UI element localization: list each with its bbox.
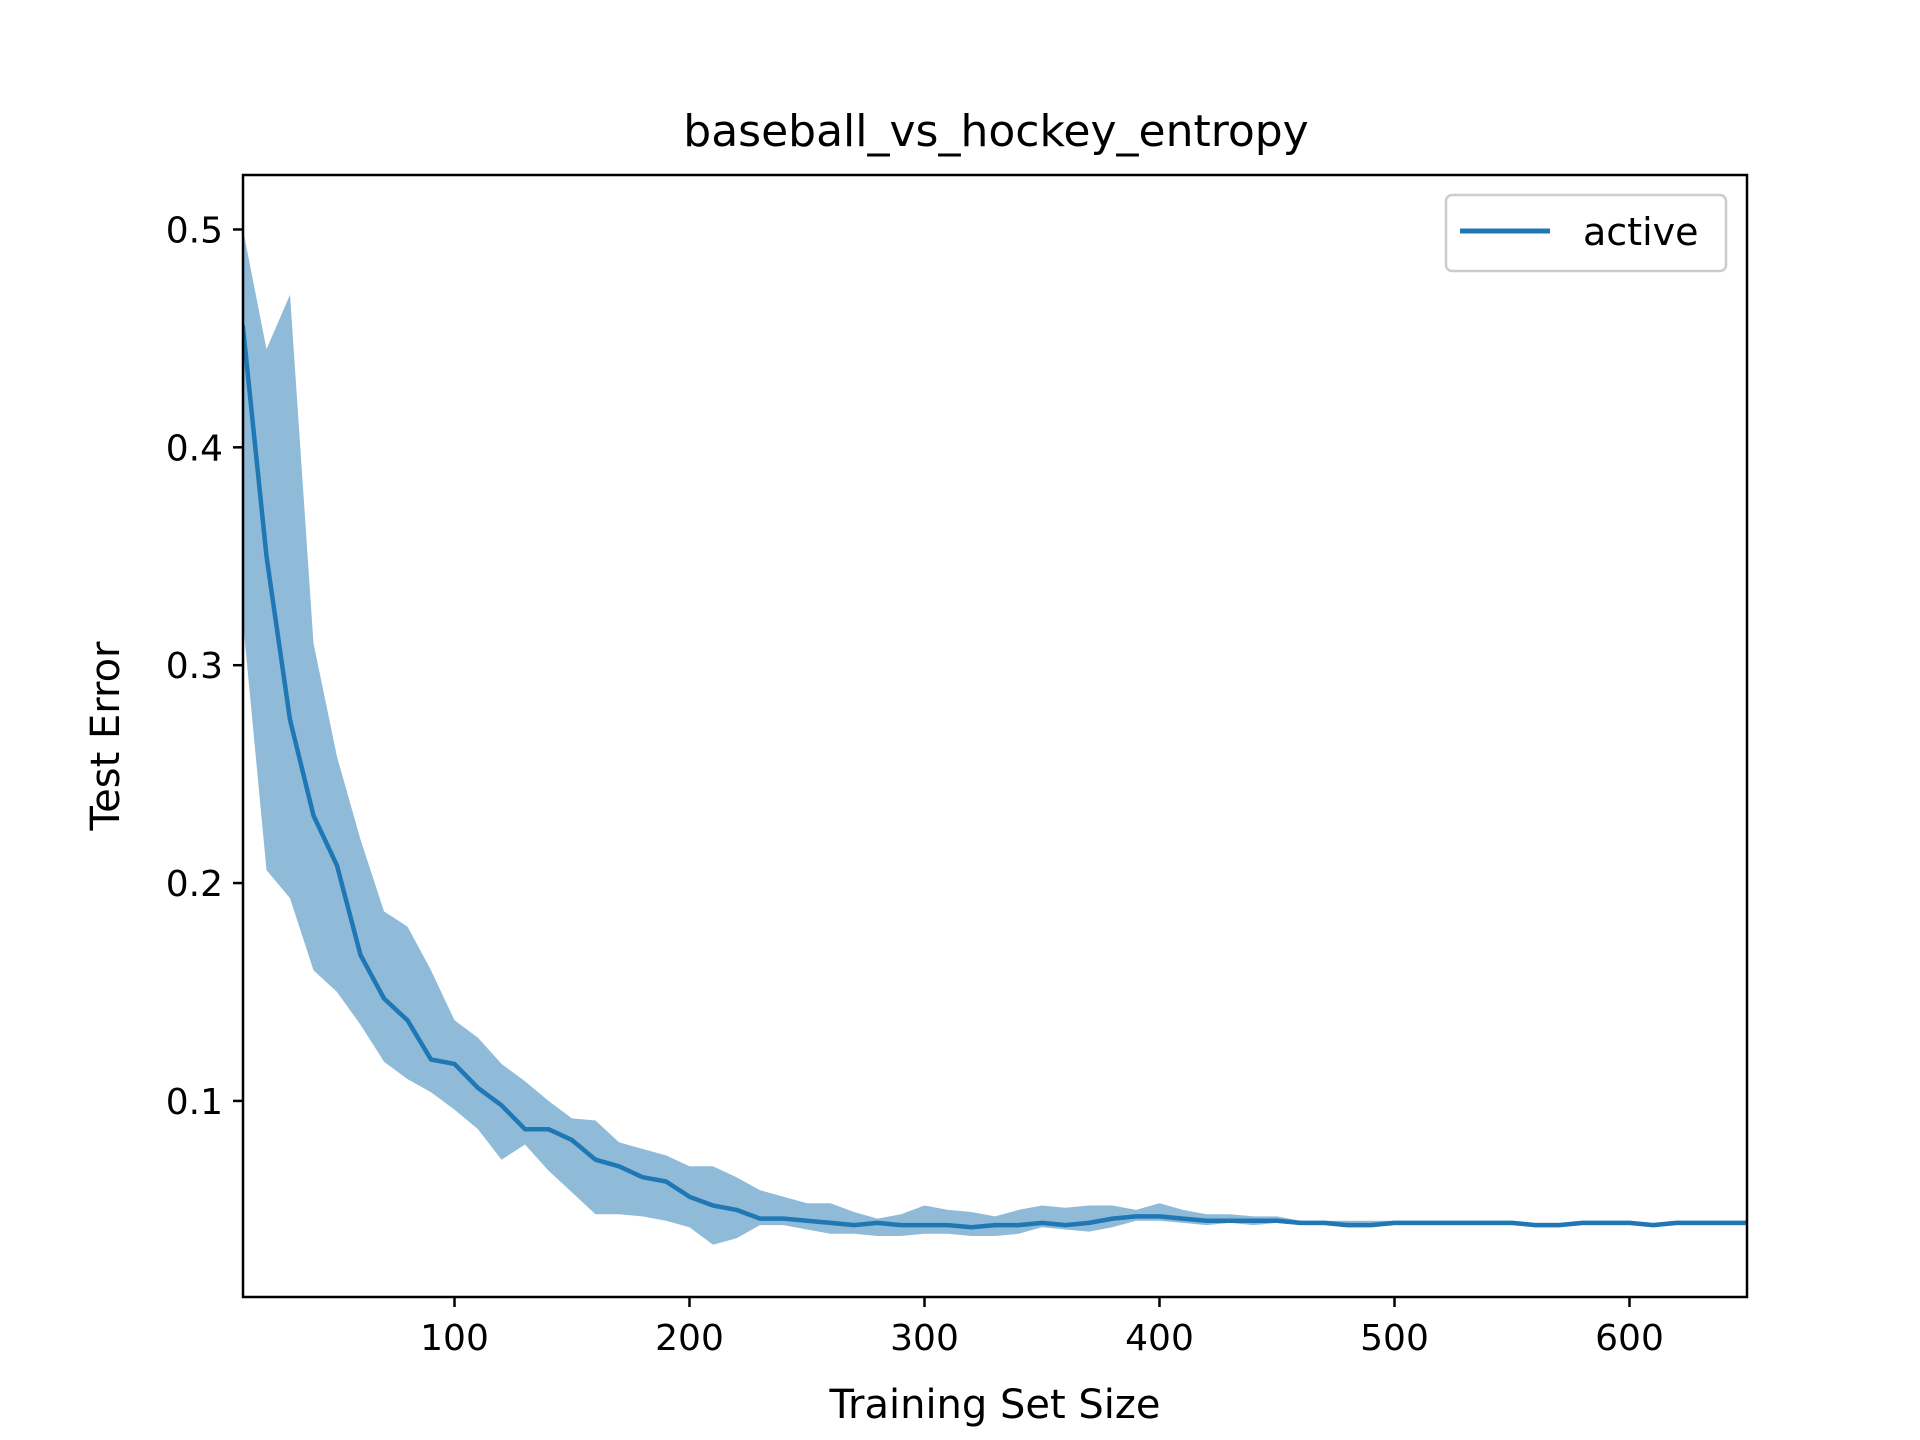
plot-area: [241, 173, 1749, 1299]
x-tick-label: 200: [655, 1318, 724, 1359]
data-layer: [243, 229, 1747, 1245]
legend: active: [1444, 193, 1728, 273]
plot-frame: [241, 173, 1749, 1299]
x-tick-label: 300: [890, 1318, 959, 1359]
x-axis-label: Training Set Size: [828, 1382, 1160, 1428]
x-tick-label: 100: [420, 1318, 489, 1359]
y-tick-label: 0.2: [166, 864, 223, 905]
chart-title: baseball_vs_hockey_entropy: [683, 106, 1308, 157]
y-tick-label: 0.5: [166, 210, 223, 251]
y-tick-label: 0.4: [166, 428, 223, 469]
x-tick-label: 400: [1125, 1318, 1194, 1359]
legend-label-active: active: [1583, 210, 1699, 254]
x-tick-label: 600: [1595, 1318, 1664, 1359]
y-tick-label: 0.3: [166, 646, 223, 687]
y-tick-label: 0.1: [166, 1082, 223, 1123]
legend-box: [1444, 193, 1728, 273]
series-line-active: [243, 325, 1747, 1230]
y-axis-label: Test Error: [83, 641, 129, 832]
x-tick-label: 500: [1360, 1318, 1429, 1359]
x-axis: 100 200 300 400 500 600: [420, 1297, 1664, 1359]
y-axis: 0.1 0.2 0.3 0.4 0.5: [166, 210, 243, 1123]
